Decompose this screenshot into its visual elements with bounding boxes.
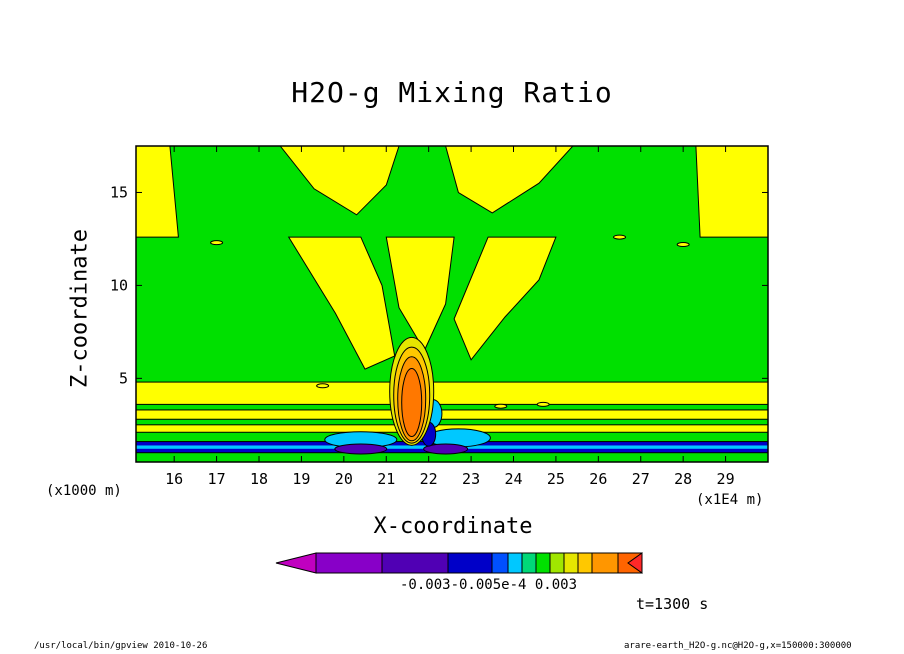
x-ticks: 16 17 18 19 20 21 22 23 24 25 26 27 28 29 [165, 146, 735, 488]
colorbar-segment [507, 552, 523, 574]
negative-minimum [334, 443, 388, 455]
yellow-region [136, 146, 179, 238]
colorbar-segment [491, 552, 509, 574]
x-axis-unit: (x1E4 m) [696, 492, 764, 508]
x-tick-label: 21 [377, 470, 395, 488]
y-axis-unit: (x1000 m) [46, 483, 122, 499]
x-tick-label: 24 [504, 470, 522, 488]
x-tick-label: 27 [632, 470, 650, 488]
colorbar-labels: -0.003-0.005e-4 0.003 [400, 577, 578, 593]
x-tick-label: 18 [250, 470, 268, 488]
contour-plot [136, 146, 768, 462]
contour-island [210, 240, 224, 246]
colorbar-segment [535, 552, 551, 574]
colorbar [275, 552, 643, 574]
colorbar-segment [577, 552, 593, 574]
x-tick-label: 23 [462, 470, 480, 488]
y-tick-label: 10 [110, 276, 128, 294]
colorbar-segment [591, 552, 619, 574]
background-field [136, 146, 768, 462]
yellow-region [453, 236, 557, 361]
x-tick-label: 26 [589, 470, 607, 488]
time-label: t=1300 s [636, 595, 709, 613]
y-tick-label: 15 [110, 183, 128, 201]
x-tick-label: 16 [165, 470, 183, 488]
colorbar-segment [549, 552, 565, 574]
colorbar-left-arrow [275, 552, 317, 574]
plot-frame [135, 145, 769, 463]
positive-maximum [401, 368, 423, 438]
chart-title: H2O-g Mixing Ratio [291, 76, 613, 109]
yellow-band [136, 381, 768, 405]
x-tick-label: 29 [717, 470, 735, 488]
x-tick-label: 28 [674, 470, 692, 488]
contour-island [613, 234, 627, 240]
x-tick-label: 20 [335, 470, 353, 488]
colorbar-segment [521, 552, 537, 574]
x-tick-label: 19 [292, 470, 310, 488]
yellow-region [445, 146, 574, 214]
contour-island [494, 403, 508, 409]
colorbar-segment [563, 552, 579, 574]
yellow-region [385, 236, 455, 352]
x-tick-label: 22 [420, 470, 438, 488]
contour-island [536, 401, 550, 407]
yellow-region [279, 146, 400, 216]
colorbar-right-arrow [627, 552, 643, 574]
negative-minimum [423, 443, 469, 455]
x-axis-label: X-coordinate [373, 514, 533, 539]
colorbar-segment [447, 552, 493, 574]
colorbar-segment [315, 552, 383, 574]
contour-island [676, 242, 690, 248]
contour-island [316, 383, 330, 389]
footer-source: arare-earth_H2O-g.nc@H2O-g,x=150000:3000… [624, 641, 852, 651]
yellow-region [695, 146, 768, 238]
x-tick-label: 25 [547, 470, 565, 488]
yellow-band [136, 409, 768, 420]
footer-path: /usr/local/bin/gpview 2010-10-26 [34, 641, 208, 651]
y-ticks: 5 10 15 [110, 183, 768, 387]
x-tick-label: 17 [208, 470, 226, 488]
y-tick-label: 5 [119, 369, 128, 387]
colorbar-segment [381, 552, 449, 574]
